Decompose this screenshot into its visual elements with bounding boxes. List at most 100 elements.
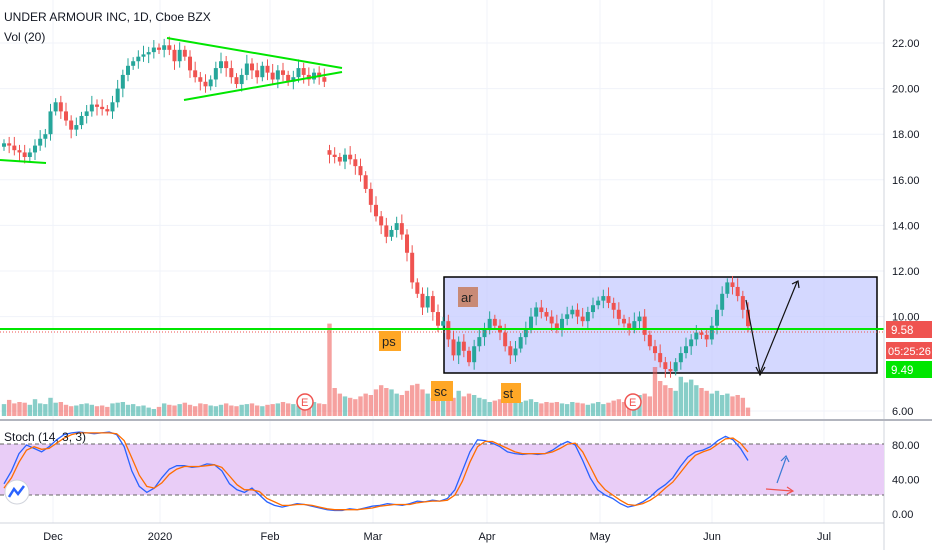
volume-label[interactable]: Vol (20)	[4, 30, 45, 44]
candle-body	[89, 104, 94, 112]
volume-bar	[420, 389, 425, 416]
time-axis[interactable]: Dec 2020 Feb Mar Apr May Jun Jul	[43, 531, 831, 543]
volume-bar	[198, 403, 203, 416]
volume-bar	[177, 404, 182, 416]
volume-bar	[425, 393, 430, 416]
volume-bar	[725, 393, 730, 416]
symbol-title[interactable]: UNDER ARMOUR INC, 1D, Cboe BZX	[4, 10, 211, 24]
time-tick-label: Mar	[364, 531, 383, 543]
candle-body	[22, 152, 27, 157]
candle-body	[513, 348, 518, 356]
candle-body	[523, 328, 528, 338]
volume-bar	[6, 399, 12, 416]
volume-bar	[378, 385, 384, 416]
volume-bar	[657, 381, 663, 416]
volume-bar	[130, 404, 136, 416]
projection-arrow-path[interactable]	[745, 280, 800, 377]
volume-bar	[136, 406, 141, 416]
label-sc-box[interactable]	[431, 381, 453, 401]
volume-bar	[570, 402, 575, 416]
candle-body	[136, 56, 141, 62]
tradingview-logo-icon[interactable]	[4, 479, 30, 505]
candle-body	[735, 286, 740, 297]
volume-bar	[347, 397, 353, 416]
candle-body	[441, 321, 446, 326]
candle-body	[162, 45, 167, 50]
volume-bar	[409, 385, 415, 416]
earnings-marker-may[interactable]: E	[624, 393, 642, 411]
volume-bar	[208, 405, 213, 416]
support-price-text: 9.49	[891, 365, 913, 377]
volume-bar	[110, 403, 115, 416]
candle-body	[7, 143, 12, 146]
candle-body	[446, 321, 451, 340]
candle-body	[343, 154, 347, 162]
stoch-flat-arrow[interactable]	[765, 486, 795, 495]
candle-body	[27, 152, 32, 157]
volume-bar	[533, 402, 539, 416]
volume-bar	[477, 397, 482, 416]
candle-body	[33, 145, 37, 153]
volume-bar	[461, 396, 467, 416]
candle-body	[182, 49, 187, 57]
price-tick-label: 18.00	[892, 129, 920, 141]
label-st-box[interactable]	[501, 383, 521, 403]
candle-body	[689, 339, 694, 347]
candle-body	[48, 111, 53, 135]
stoch-band	[0, 444, 884, 495]
stoch-axis[interactable]: 80.00 40.00 0.00	[892, 440, 920, 521]
triangle-upper-line[interactable]	[166, 37, 343, 69]
candle-body	[131, 61, 136, 66]
volume-bar	[652, 367, 658, 416]
candle-body	[229, 68, 234, 78]
volume-bar	[156, 406, 162, 416]
left-trendline[interactable]	[0, 159, 47, 164]
stoch-up-arrow[interactable]	[776, 454, 790, 484]
volume-bar	[332, 388, 337, 416]
candle-body	[296, 68, 301, 78]
volume-bar	[311, 402, 317, 416]
candle-body	[281, 70, 285, 75]
stoch-lines	[3, 431, 749, 512]
stoch-label[interactable]: Stoch (14, 3, 3)	[4, 430, 86, 444]
volume-bar	[322, 404, 327, 416]
volume-bar	[68, 406, 74, 416]
volume-bar	[229, 405, 234, 416]
candle-body	[436, 312, 440, 326]
volume-bar	[37, 403, 43, 416]
volume-bar	[544, 402, 549, 416]
candle-body	[704, 334, 709, 340]
candle-body	[291, 77, 296, 82]
volume-bar	[549, 402, 554, 416]
label-sc: sc	[434, 384, 448, 399]
volume-bar	[683, 382, 689, 416]
volume-bar	[435, 395, 441, 416]
candle-body	[146, 52, 151, 55]
volume-bar	[203, 404, 208, 416]
triangle-lower-line[interactable]	[183, 71, 343, 101]
candle-body	[219, 61, 223, 69]
candle-body	[580, 316, 585, 322]
candle-body	[43, 134, 48, 139]
candle-body	[203, 81, 208, 87]
volume-bar	[285, 403, 291, 416]
label-ps-box[interactable]	[379, 331, 401, 351]
volume-bar	[280, 402, 286, 416]
svg-text:E: E	[301, 397, 308, 409]
price-axis[interactable]: 22.00 20.00 18.00 16.00 14.00 12.00 10.00 6.00	[892, 38, 920, 418]
candle-body	[720, 293, 725, 310]
last-price-text: 9.58	[891, 325, 913, 337]
volume-bar	[265, 404, 270, 416]
time-tick-label: Dec	[43, 531, 63, 543]
volume-bar	[218, 404, 224, 416]
candle-body	[74, 125, 79, 130]
earnings-marker-feb[interactable]: E	[296, 393, 314, 411]
volume-bar	[430, 397, 436, 416]
label-ar-box[interactable]	[458, 287, 478, 307]
volume-bar	[451, 397, 456, 416]
candle-body	[405, 234, 409, 253]
volume-bar	[688, 379, 694, 416]
candle-body	[120, 74, 125, 89]
volume-bar	[616, 399, 622, 416]
